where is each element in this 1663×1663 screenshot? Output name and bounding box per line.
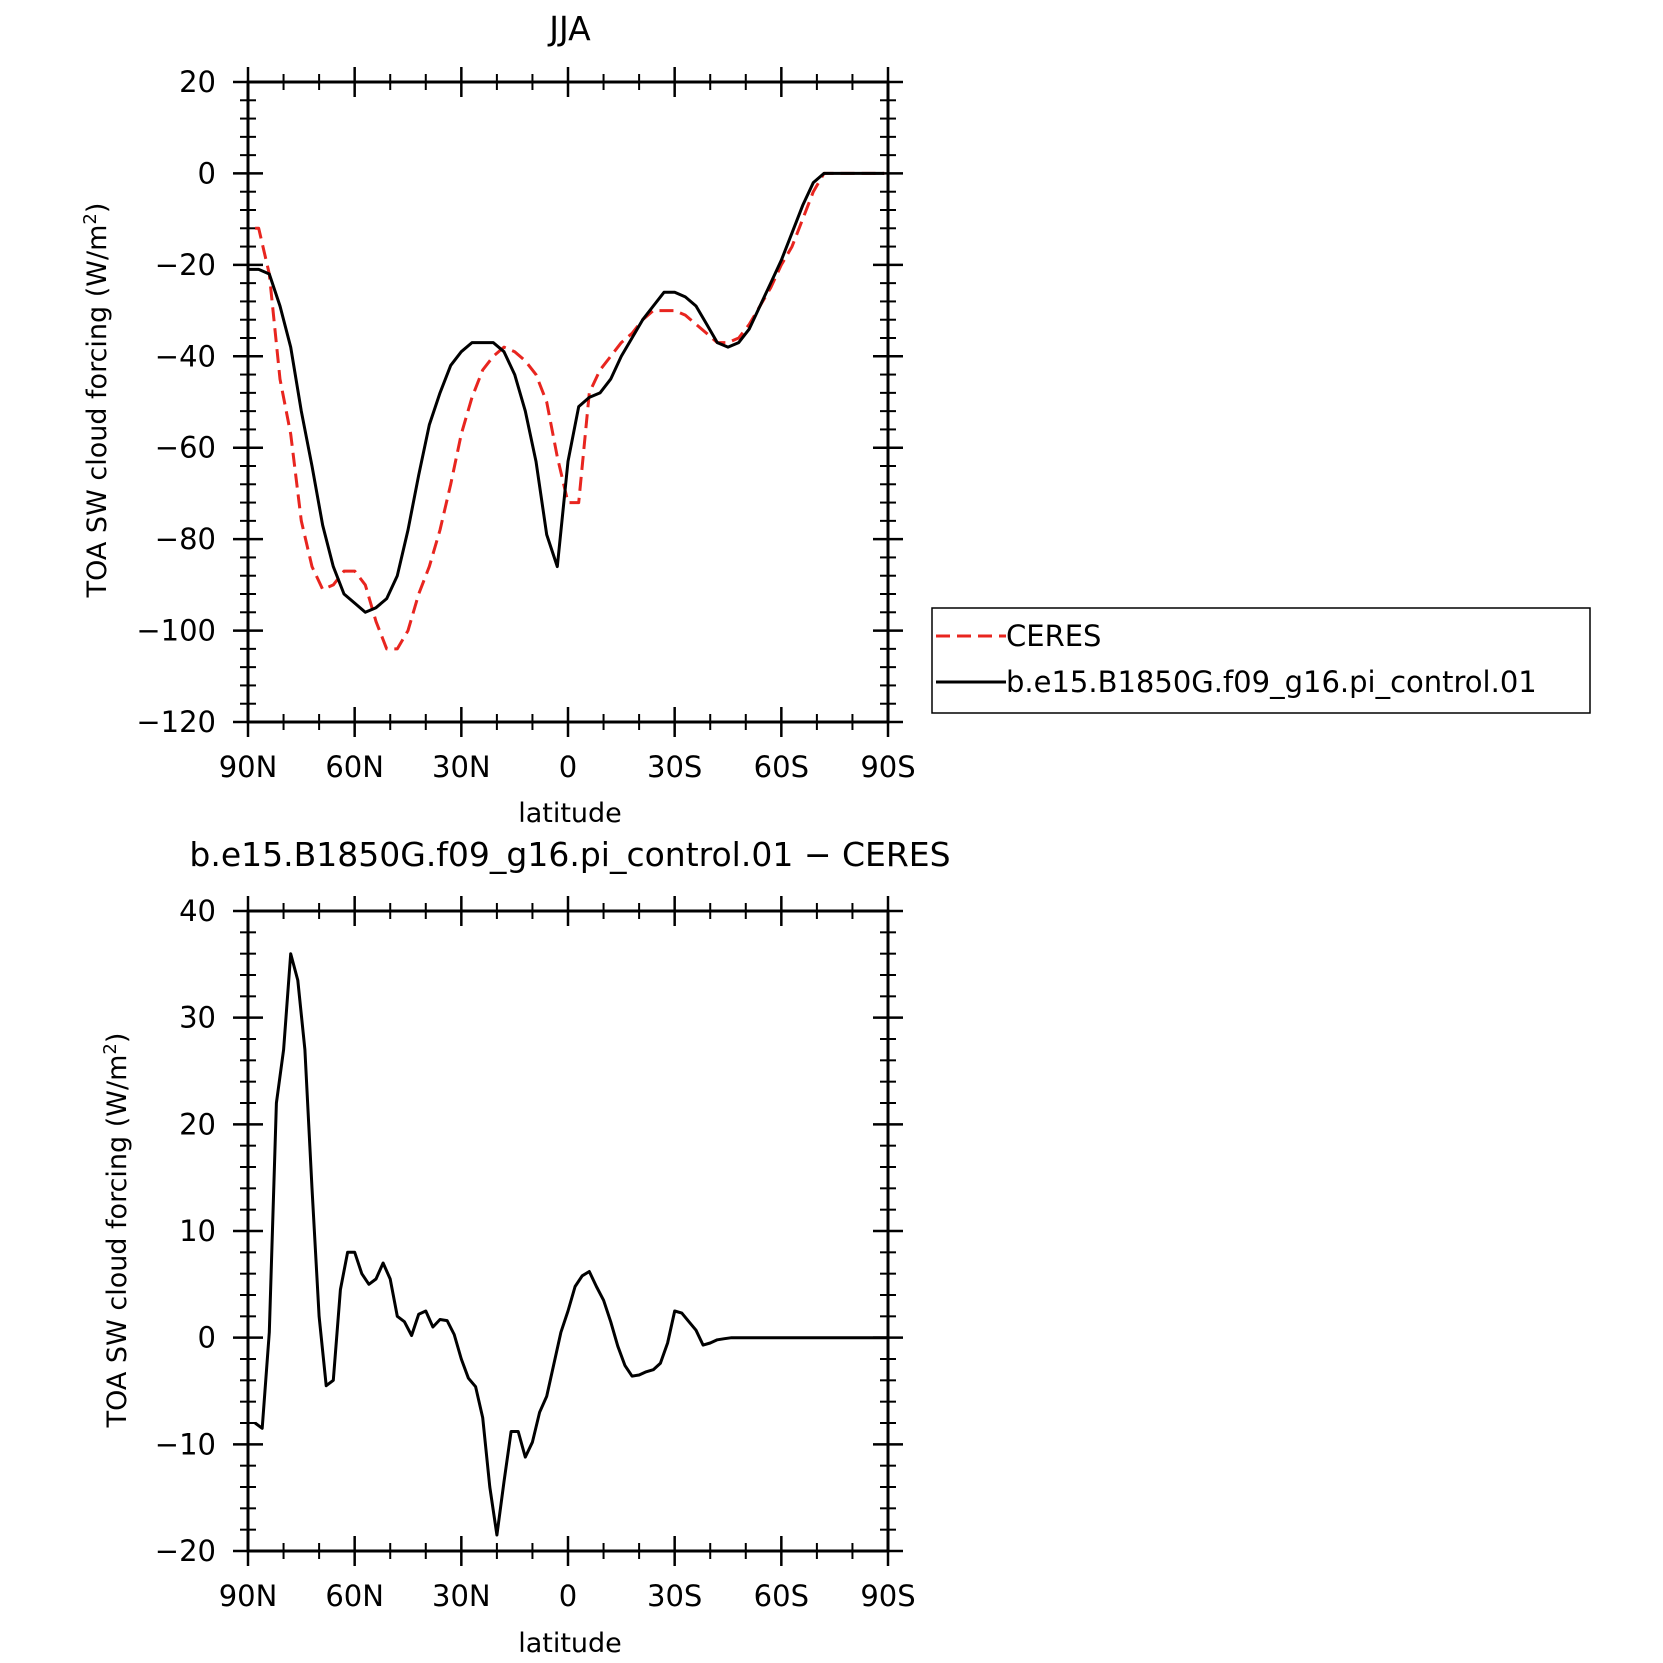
y-tick-label-top: 0: [198, 156, 216, 190]
y-tick-label-bottom: −20: [155, 1534, 216, 1568]
x-tick-label-top: 60N: [325, 750, 384, 784]
y-tick-label-top: −20: [155, 248, 216, 282]
y-tick-label-bottom: 20: [179, 1107, 216, 1141]
y-tick-label-top: −60: [155, 431, 216, 465]
x-tick-label-bottom: 30S: [647, 1579, 702, 1613]
y-tick-label-bottom: 30: [179, 1001, 216, 1035]
series-line-ceres: [255, 171, 885, 651]
y-tick-label-bottom: 10: [179, 1214, 216, 1248]
panel-bottom-ylabel: TOA SW cloud forcing (W/m2): [100, 1033, 133, 1429]
legend-label-ceres: CERES: [1006, 619, 1101, 653]
x-tick-label-bottom: 60N: [325, 1579, 384, 1613]
panel-top-ylabel: TOA SW cloud forcing (W/m2): [80, 203, 113, 599]
y-tick-label-top: −120: [136, 705, 216, 739]
x-tick-label-bottom: 30N: [432, 1579, 491, 1613]
y-tick-label-top: −100: [136, 614, 216, 648]
x-tick-label-top: 30S: [647, 750, 702, 784]
plot-frame-bottom: [246, 909, 890, 1553]
y-tick-label-bottom: 0: [198, 1321, 216, 1355]
legend: CERES b.e15.B1850G.f09_g16.pi_control.01: [931, 607, 1591, 714]
panel-top-xlabel: latitude: [518, 798, 622, 829]
panel-top: JJA 90N 60N 30N 0 30S 60S 90S 20 0 −20 −40 −60 −80 −1…: [80, 9, 1591, 829]
panel-bottom-title: b.e15.B1850G.f09_g16.pi_control.01 − CER…: [189, 835, 950, 874]
y-tick-label-bottom: 40: [179, 894, 216, 928]
x-tick-label-bottom: 90S: [860, 1579, 915, 1613]
x-tick-label-top: 90S: [860, 750, 915, 784]
y-tick-label-top: 20: [179, 65, 216, 99]
panel-top-title: JJA: [547, 9, 591, 48]
x-tick-label-top: 30N: [432, 750, 491, 784]
x-tick-label-top: 0: [559, 750, 577, 784]
y-tick-label-top: −80: [155, 522, 216, 556]
x-tick-label-top: 90N: [219, 750, 278, 784]
plot-frame-top: [246, 80, 890, 724]
series-line-difference: [254, 952, 888, 1537]
y-tick-label-top: −40: [155, 339, 216, 373]
panel-bottom: b.e15.B1850G.f09_g16.pi_control.01 − CER…: [100, 835, 951, 1659]
panel-bottom-xlabel: latitude: [518, 1628, 622, 1659]
x-tick-label-bottom: 60S: [754, 1579, 809, 1613]
series-line-b-e15-b1850g-f09-g16-pi-control-01: [248, 171, 885, 614]
x-tick-label-top: 60S: [754, 750, 809, 784]
legend-label-model: b.e15.B1850G.f09_g16.pi_control.01: [1006, 665, 1537, 699]
x-tick-label-bottom: 90N: [219, 1579, 278, 1613]
x-tick-label-bottom: 0: [559, 1579, 577, 1613]
legend-box: [931, 607, 1591, 714]
y-tick-label-bottom: −10: [155, 1427, 216, 1461]
